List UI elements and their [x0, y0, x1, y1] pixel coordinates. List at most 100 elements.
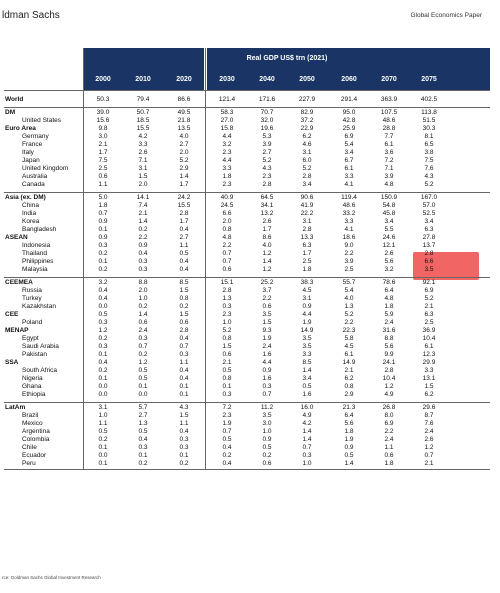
row-label: Poland	[22, 319, 43, 326]
row-label: Saudi Arabia	[22, 343, 59, 350]
cell-value: 0.4	[179, 428, 189, 435]
row-label: Malaysia	[22, 266, 48, 273]
cell-value: 3.0	[262, 420, 272, 427]
cell-value: 1.6	[262, 351, 272, 358]
cell-value: 6.6	[424, 258, 434, 265]
cell-value: 0.5	[98, 311, 108, 318]
cell-value: 33.2	[342, 210, 356, 217]
cell-value: 0.3	[179, 444, 189, 451]
cell-value: 40.9	[220, 194, 234, 201]
cell-value: 4.8	[222, 234, 232, 241]
cell-value: 3.9	[384, 173, 394, 180]
cell-value: 19.6	[260, 125, 274, 132]
cell-value: 8.6	[262, 234, 272, 241]
cell-value: 3.1	[138, 165, 148, 172]
row-label: Indonesia	[22, 242, 51, 249]
cell-value: 18.6	[342, 234, 356, 241]
cell-value: 7.2	[384, 157, 394, 164]
cell-value: 9.8	[98, 125, 108, 132]
cell-value: 21.3	[342, 404, 356, 411]
cell-value: 0.2	[222, 452, 232, 459]
cell-value: 7.6	[424, 165, 434, 172]
cell-value: 0.1	[222, 383, 232, 390]
cell-value: 107.5	[380, 109, 398, 116]
cell-value: 1.0	[262, 428, 272, 435]
cell-value: 1.6	[262, 375, 272, 382]
cell-value: 0.7	[98, 210, 108, 217]
cell-value: 5.6	[384, 343, 394, 350]
cell-value: 1.5	[179, 287, 189, 294]
cell-value: 6.0	[302, 157, 312, 164]
cell-value: 4.0	[262, 242, 272, 249]
cell-value: 7.5	[98, 157, 108, 164]
cell-value: 6.9	[384, 420, 394, 427]
cell-value: 1.5	[179, 412, 189, 419]
cell-value: 3.5	[302, 335, 312, 342]
cell-value: 2.4	[424, 428, 434, 435]
row-label: France	[22, 141, 43, 148]
cell-value: 8.5	[179, 279, 189, 286]
cell-value: 0.1	[98, 258, 108, 265]
cell-value: 0.1	[98, 351, 108, 358]
cell-value: 7.5	[424, 157, 434, 164]
cell-value: 9.3	[262, 327, 272, 334]
table-title: Real GDP US$ trn (2021)	[246, 55, 328, 62]
cell-value: 0.3	[179, 351, 189, 358]
cell-value: 0.8	[344, 383, 354, 390]
year-header: 2040	[259, 76, 275, 83]
cell-value: 113.8	[421, 109, 437, 116]
cell-value: 0.4	[138, 250, 148, 257]
cell-value: 22.3	[342, 327, 356, 334]
cell-value: 52.5	[422, 210, 436, 217]
cell-value: 18.5	[136, 117, 150, 124]
cell-value: 1.1	[179, 420, 189, 427]
cell-value: 12.1	[382, 242, 396, 249]
cell-value: 5.2	[424, 295, 434, 302]
row-label: World	[5, 96, 24, 103]
cell-value: 6.2	[302, 133, 312, 140]
cell-value: 363.9	[380, 96, 398, 103]
cell-value: 13.7	[422, 242, 436, 249]
cell-value: 227.9	[298, 96, 316, 103]
year-header: 2060	[341, 76, 357, 83]
year-header: 2050	[299, 76, 315, 83]
cell-value: 6.4	[384, 287, 394, 294]
year-header: 2020	[176, 76, 192, 83]
cell-value: 1.5	[424, 383, 434, 390]
cell-value: 6.1	[344, 165, 354, 172]
cell-value: 171.6	[258, 96, 276, 103]
cell-value: 2.4	[384, 436, 394, 443]
cell-value: 0.5	[222, 367, 232, 374]
cell-value: 6.6	[222, 210, 232, 217]
cell-value: 1.5	[179, 311, 189, 318]
cell-value: 3.1	[302, 218, 312, 225]
cell-value: 2.3	[222, 149, 232, 156]
cell-value: 0.0	[138, 391, 148, 398]
cell-value: 2.8	[179, 210, 189, 217]
cell-value: 45.8	[382, 210, 396, 217]
cell-value: 8.8	[384, 335, 394, 342]
row-label: Korea	[22, 218, 40, 225]
cell-value: 4.8	[384, 295, 394, 302]
cell-value: 0.5	[344, 452, 354, 459]
row-divider	[83, 192, 490, 193]
cell-value: 64.5	[260, 194, 274, 201]
row-divider	[4, 90, 83, 91]
row-label: India	[22, 210, 37, 217]
cell-value: 0.7	[179, 343, 189, 350]
cell-value: 0.5	[179, 250, 189, 257]
cell-value: 9.0	[344, 242, 354, 249]
cell-value: 0.6	[179, 319, 189, 326]
cell-value: 5.9	[384, 311, 394, 318]
cell-value: 4.5	[344, 343, 354, 350]
cell-value: 4.3	[262, 165, 272, 172]
row-label: ASEAN	[5, 234, 28, 241]
cell-value: 0.3	[138, 266, 148, 273]
cell-value: 0.3	[138, 444, 148, 451]
cell-value: 0.6	[262, 460, 272, 467]
cell-value: 2.2	[384, 428, 394, 435]
cell-value: 6.2	[424, 391, 434, 398]
cell-value: 1.2	[262, 250, 272, 257]
cell-value: 2.3	[222, 311, 232, 318]
cell-value: 2.7	[179, 141, 189, 148]
